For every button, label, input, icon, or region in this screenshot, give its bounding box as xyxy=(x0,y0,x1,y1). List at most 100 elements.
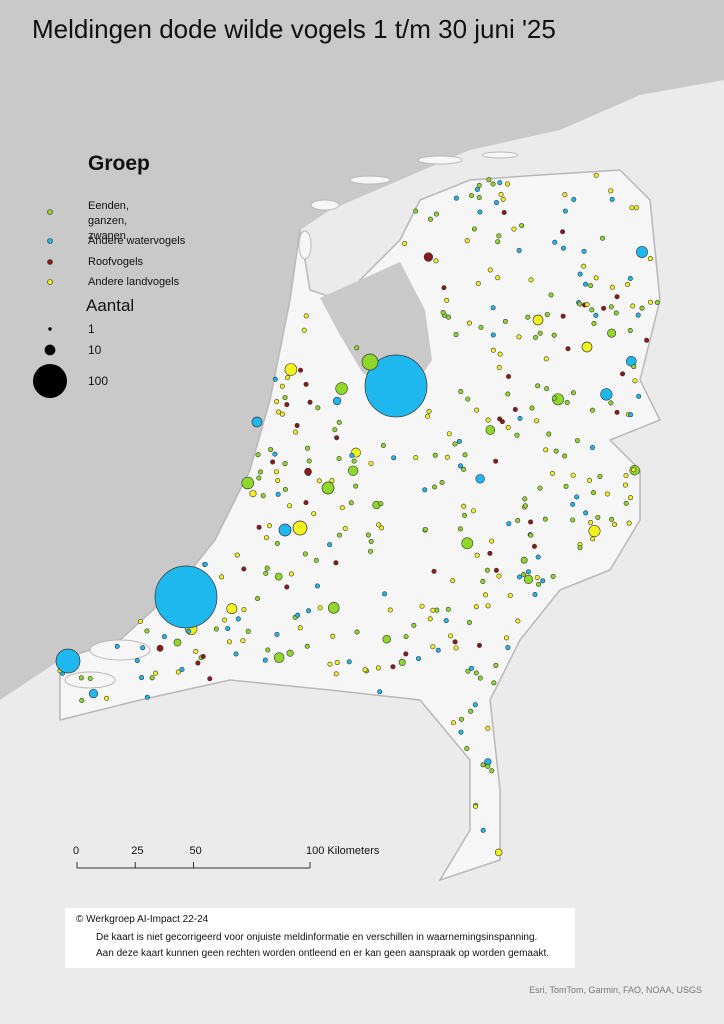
sighting-dot xyxy=(330,633,336,639)
sighting-dot xyxy=(562,208,568,214)
sighting-dot xyxy=(234,552,240,558)
sighting-dot xyxy=(496,233,502,239)
sighting-dot xyxy=(304,643,310,649)
sighting-dot xyxy=(489,538,495,544)
sighting-dot xyxy=(609,196,615,202)
sighting-dot xyxy=(521,572,527,578)
sighting-dot xyxy=(293,429,299,435)
sighting-dot xyxy=(450,578,456,584)
sighting-dot xyxy=(458,716,464,722)
scale-label: 100 Kilometers xyxy=(306,845,380,857)
sighting-dot xyxy=(251,416,263,428)
sighting-dot xyxy=(258,469,264,475)
sighting-dot xyxy=(484,567,490,573)
sighting-dot xyxy=(473,604,479,610)
sighting-dot xyxy=(476,182,482,188)
sighting-dot xyxy=(303,381,309,387)
sighting-dot xyxy=(329,478,335,484)
sighting-dot xyxy=(608,304,614,310)
sighting-dot xyxy=(588,283,594,289)
notes-line: De kaart is niet gecorrigeerd voor onjui… xyxy=(96,932,538,943)
sighting-dot xyxy=(353,483,359,489)
sighting-dot xyxy=(282,487,288,493)
sighting-dot xyxy=(623,500,629,506)
sighting-dot xyxy=(565,346,571,352)
sighting-dot xyxy=(552,239,558,245)
sighting-dot xyxy=(581,341,593,353)
scale-bar xyxy=(76,862,311,869)
sighting-dot xyxy=(473,803,479,809)
sighting-dot xyxy=(336,456,342,462)
sighting-dot xyxy=(403,651,409,657)
sighting-dot xyxy=(265,647,271,653)
sighting-dot xyxy=(144,694,150,700)
sighting-dot xyxy=(550,573,556,579)
sighting-dot xyxy=(581,248,587,254)
sighting-dot xyxy=(614,294,620,300)
sighting-dot xyxy=(222,617,228,623)
sighting-dot xyxy=(549,470,555,476)
sighting-dot xyxy=(279,411,285,417)
legend-swatch xyxy=(47,209,53,215)
sighting-dot xyxy=(354,345,360,351)
sighting-dot xyxy=(433,258,439,264)
sighting-dot xyxy=(627,412,633,418)
legend-size xyxy=(33,364,67,398)
sighting-dot xyxy=(597,473,603,479)
sighting-dot xyxy=(321,481,335,495)
sighting-dot xyxy=(275,491,281,497)
sighting-dot xyxy=(268,447,274,453)
sighting-dot xyxy=(272,451,278,457)
sighting-dot xyxy=(284,375,290,381)
sighting-dot xyxy=(193,648,199,654)
sighting-dot xyxy=(529,405,535,411)
sighting-dot xyxy=(623,473,629,479)
sighting-dot xyxy=(493,567,499,573)
sighting-dot xyxy=(186,628,192,634)
sighting-dot xyxy=(590,536,596,542)
sighting-dot xyxy=(219,574,225,580)
sighting-dot xyxy=(351,458,357,464)
sighting-dot xyxy=(273,652,285,663)
sightings xyxy=(55,172,660,857)
sighting-dot xyxy=(495,275,501,281)
sighting-dot xyxy=(647,256,653,262)
sighting-dot xyxy=(632,378,638,384)
sighting-dot xyxy=(249,490,257,498)
sighting-dot xyxy=(347,465,359,476)
sighting-dot xyxy=(648,299,654,305)
sighting-dot xyxy=(505,391,511,397)
sighting-dot xyxy=(604,491,610,497)
sighting-dot xyxy=(364,354,428,418)
sighting-dot xyxy=(512,406,518,412)
sighting-dot xyxy=(376,522,382,528)
sighting-dot xyxy=(327,602,340,614)
sighting-dot xyxy=(474,407,480,413)
sighting-dot xyxy=(516,248,522,254)
sighting-dot xyxy=(139,675,145,681)
sighting-dot xyxy=(303,313,309,319)
sighting-dot xyxy=(314,583,320,589)
sighting-dot xyxy=(577,301,583,307)
sighting-dot xyxy=(382,635,391,644)
sighting-dot xyxy=(589,445,595,451)
sighting-dot xyxy=(368,461,374,467)
sighting-dot xyxy=(497,351,503,357)
sighting-dot xyxy=(462,512,468,518)
sighting-dot xyxy=(490,181,496,187)
sighting-dot xyxy=(55,648,81,674)
legend-swatch xyxy=(47,279,53,285)
sighting-dot xyxy=(458,388,464,394)
sighting-dot xyxy=(468,193,474,199)
sighting-dot xyxy=(474,187,480,193)
sighting-dot xyxy=(514,432,520,438)
sighting-dot xyxy=(195,660,201,666)
sighting-dot xyxy=(486,177,492,183)
sighting-dot xyxy=(432,484,438,490)
sighting-dot xyxy=(427,216,433,222)
sighting-dot xyxy=(284,584,290,590)
sighting-dot xyxy=(200,653,206,659)
sighting-dot xyxy=(499,419,505,425)
scale-label: 25 xyxy=(131,845,144,857)
sighting-dot xyxy=(493,200,499,206)
